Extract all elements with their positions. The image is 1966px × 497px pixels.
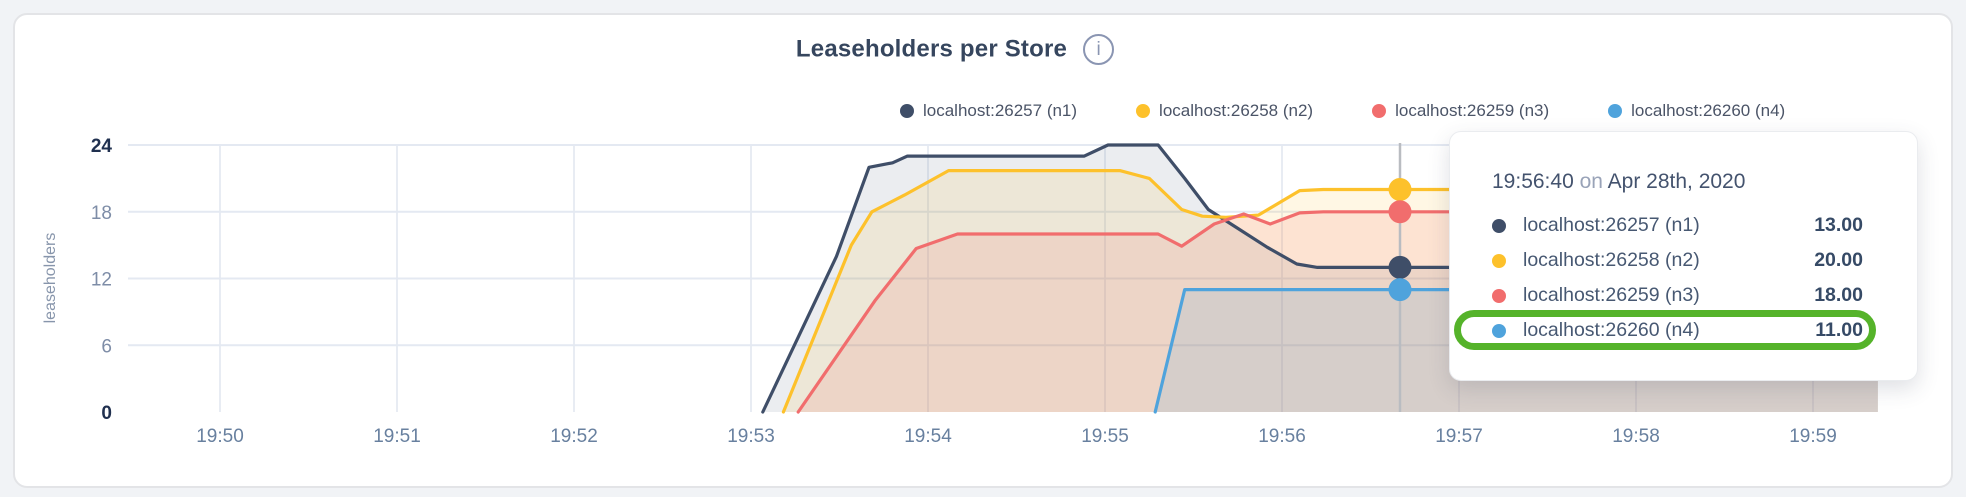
tooltip-series-value: 11.00 — [1815, 319, 1863, 341]
tooltip-header: 19:56:40 on Apr 28th, 2020 — [1492, 170, 1863, 194]
tooltip-series-dot-icon — [1492, 323, 1506, 338]
series-line — [796, 210, 1880, 414]
y-tick-label: 12 — [91, 270, 112, 291]
chart-title: Leaseholders per Store — [795, 35, 1068, 63]
legend-item[interactable]: localhost:26259 (n3) — [1372, 101, 1549, 121]
legend-label: localhost:26260 (n4) — [1631, 101, 1786, 120]
hover-dot — [1388, 278, 1412, 302]
tooltip-series-dot-icon — [1492, 253, 1506, 268]
x-tick-label: 19:53 — [727, 426, 775, 447]
hover-dot — [1388, 255, 1412, 279]
tooltip-connector-word: on — [1579, 170, 1603, 193]
legend-item[interactable]: localhost:26260 (n4) — [1608, 101, 1785, 121]
legend-item[interactable]: localhost:26257 (n1) — [900, 101, 1077, 121]
tooltip-row: localhost:26260 (n4) 11.00 — [1454, 310, 1876, 350]
x-tick-label: 19:52 — [550, 426, 598, 447]
x-tick-label: 19:51 — [373, 426, 421, 447]
legend-dot-icon — [1608, 104, 1623, 118]
y-tick-label: 18 — [91, 203, 112, 224]
info-icon[interactable]: i — [1083, 34, 1115, 65]
x-tick-label: 19:57 — [1435, 426, 1483, 447]
hover-tooltip: 19:56:40 on Apr 28th, 2020 localhost:262… — [1449, 131, 1918, 381]
tooltip-series-label: localhost:26259 (n3) — [1523, 284, 1700, 306]
tooltip-series-value: 18.00 — [1814, 284, 1863, 306]
tooltip-row: localhost:26258 (n2) 20.00 — [1492, 243, 1863, 278]
hover-dot — [1388, 178, 1412, 201]
tooltip-date-text: Apr 28th, 2020 — [1607, 170, 1746, 193]
x-tick-label: 19:59 — [1789, 426, 1837, 447]
legend-dot-icon — [900, 104, 914, 118]
y-tick-label: 6 — [101, 336, 112, 357]
tooltip-series-value: 13.00 — [1814, 214, 1863, 236]
tooltip-series-value: 20.00 — [1814, 249, 1863, 271]
tooltip-series-label: localhost:26257 (n1) — [1523, 214, 1700, 236]
legend-item[interactable]: localhost:26258 (n2) — [1136, 101, 1313, 121]
tooltip-series-dot-icon — [1492, 288, 1506, 303]
tooltip-row: localhost:26257 (n1) 13.00 — [1492, 208, 1863, 243]
x-tick-label: 19:54 — [904, 426, 952, 447]
tooltip-row: localhost:26259 (n3) 18.00 — [1492, 278, 1863, 313]
series-line — [761, 143, 1880, 414]
legend-label: localhost:26258 (n2) — [1159, 101, 1314, 120]
tooltip-series-label: localhost:26258 (n2) — [1523, 249, 1700, 271]
tooltip-series-label: localhost:26260 (n4) — [1523, 319, 1700, 341]
legend: localhost:26257 (n1) localhost:26258 (n2)… — [900, 101, 1785, 121]
y-tick-label: 0 — [101, 403, 112, 424]
x-tick-label: 19:56 — [1258, 426, 1306, 447]
legend-label: localhost:26259 (n3) — [1395, 101, 1550, 120]
x-tick-label: 19:50 — [196, 426, 244, 447]
legend-dot-icon — [1136, 104, 1151, 118]
tooltip-rows: localhost:26257 (n1) 13.00 localhost:26258… — [1454, 208, 1876, 350]
y-tick-label: 24 — [91, 136, 113, 157]
y-axis-title: leaseholders — [42, 232, 59, 324]
legend-label: localhost:26257 (n1) — [923, 101, 1078, 120]
chart-header: Leaseholders per Store i — [0, 34, 1910, 65]
x-tick-label: 19:55 — [1081, 426, 1129, 447]
tooltip-time: 19:56:40 — [1492, 170, 1574, 193]
series-line — [781, 169, 1880, 414]
x-tick-label: 19:58 — [1612, 426, 1660, 447]
tooltip-series-dot-icon — [1492, 218, 1506, 233]
hover-dot — [1388, 200, 1412, 224]
legend-dot-icon — [1372, 104, 1387, 118]
